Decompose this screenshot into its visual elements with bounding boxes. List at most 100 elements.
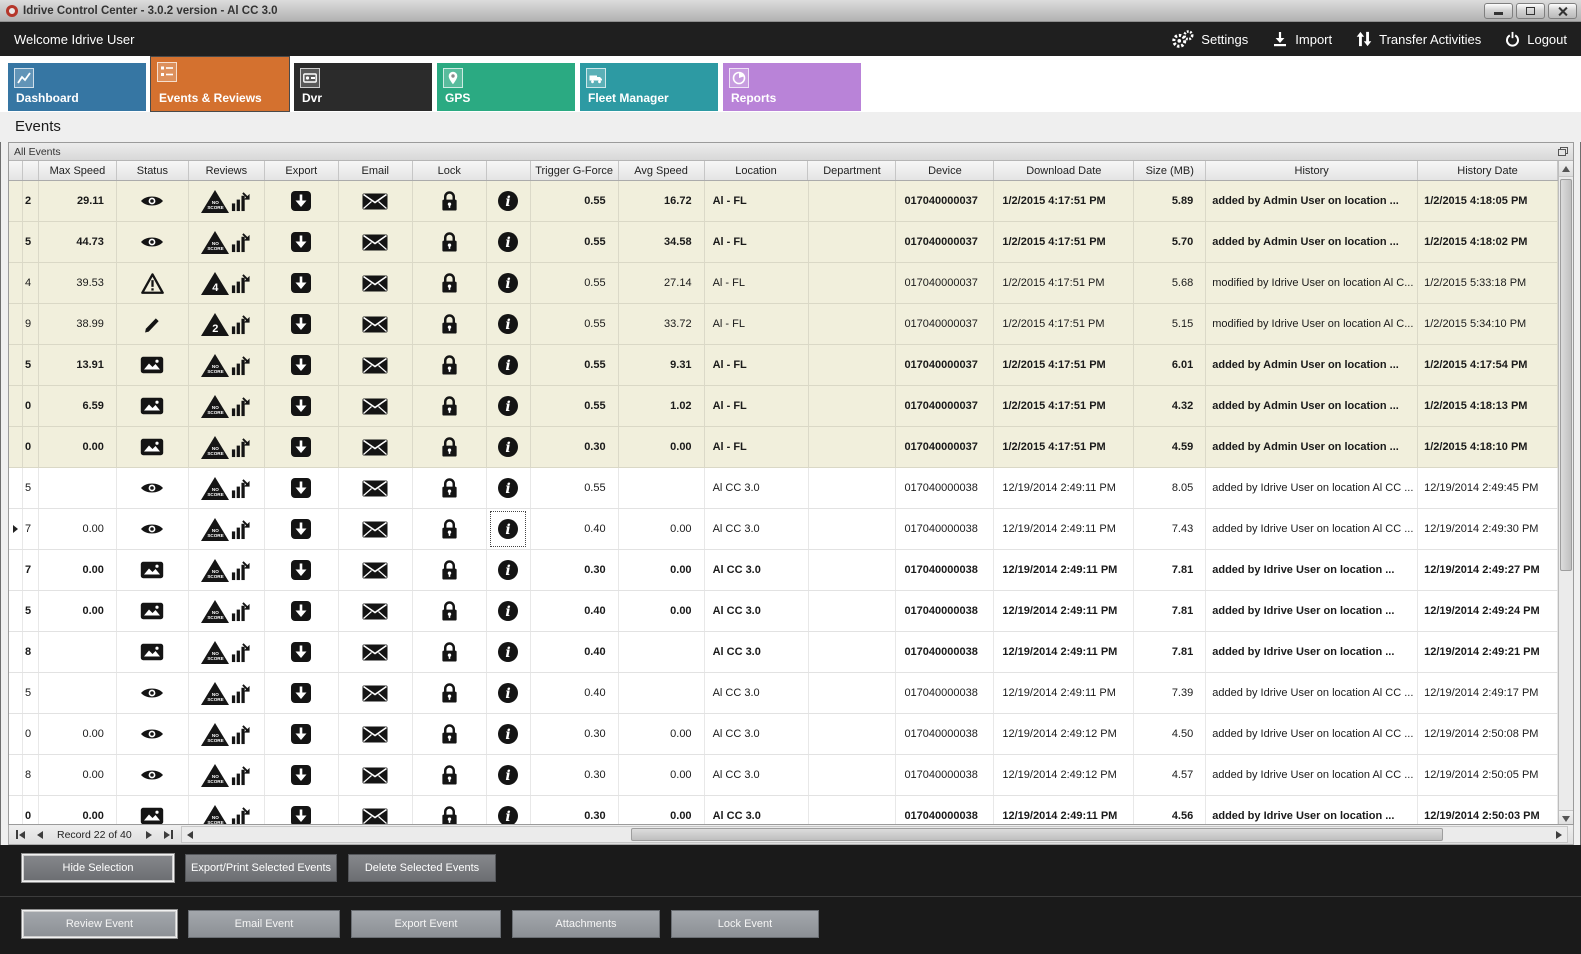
cell-lock[interactable] — [413, 673, 487, 713]
table-row[interactable]: 0 0.00 NO SCORE i 0.30 0.00 Al - FL — [9, 427, 1558, 468]
cell-status[interactable] — [117, 673, 189, 713]
column-header-lock[interactable]: Lock — [413, 161, 487, 180]
logout-button[interactable]: Logout — [1505, 31, 1567, 47]
cell-email[interactable] — [339, 222, 413, 262]
cell-reviews[interactable]: 2 — [189, 304, 265, 344]
column-header-max-speed[interactable]: Max Speed — [39, 161, 117, 180]
cell-reviews[interactable]: NO SCORE — [189, 345, 265, 385]
lock-event-button[interactable]: Lock Event — [671, 910, 819, 938]
settings-button[interactable]: Settings — [1170, 29, 1248, 49]
cell-lock[interactable] — [413, 632, 487, 672]
cell-status[interactable] — [117, 222, 189, 262]
cell-reviews[interactable]: NO SCORE — [189, 796, 265, 824]
column-header-department[interactable]: Department — [808, 161, 897, 180]
cell-status[interactable] — [117, 550, 189, 590]
cell-export[interactable] — [265, 509, 339, 549]
panel-restore-icon[interactable] — [1558, 147, 1568, 156]
tab-dvr[interactable]: Dvr — [294, 63, 432, 111]
cell-status[interactable] — [117, 714, 189, 754]
cell-status[interactable] — [117, 509, 189, 549]
cell-export[interactable] — [265, 386, 339, 426]
cell-email[interactable] — [339, 550, 413, 590]
review-event-button[interactable]: Review Event — [22, 910, 177, 938]
table-row[interactable]: 0 6.59 NO SCORE i 0.55 1.02 Al - FL — [9, 386, 1558, 427]
cell-lock[interactable] — [413, 222, 487, 262]
column-header-email[interactable]: Email — [339, 161, 413, 180]
cell-export[interactable] — [265, 181, 339, 221]
tab-fleet-manager[interactable]: Fleet Manager — [580, 63, 718, 111]
cell-info[interactable]: i — [487, 673, 531, 713]
cell-email[interactable] — [339, 796, 413, 824]
cell-lock[interactable] — [413, 714, 487, 754]
cell-reviews[interactable]: NO SCORE — [189, 181, 265, 221]
vertical-scroll-track[interactable] — [1559, 177, 1573, 810]
column-header-history[interactable]: History — [1206, 161, 1419, 180]
table-row[interactable]: 5 44.73 NO SCORE i 0.55 34.58 Al - FL — [9, 222, 1558, 263]
cell-reviews[interactable]: NO SCORE — [189, 755, 265, 795]
cell-info[interactable]: i — [487, 263, 531, 303]
cell-status[interactable] — [117, 304, 189, 344]
cell-info[interactable]: i — [487, 755, 531, 795]
table-row[interactable]: 8 NO SCORE i 0.40 Al CC 3.0 0 — [9, 632, 1558, 673]
cell-email[interactable] — [339, 345, 413, 385]
cell-info[interactable]: i — [487, 591, 531, 631]
cell-lock[interactable] — [413, 550, 487, 590]
import-button[interactable]: Import — [1272, 31, 1332, 47]
next-record-button[interactable] — [140, 827, 159, 843]
column-header-size-mb[interactable]: Size (MB) — [1134, 161, 1207, 180]
cell-export[interactable] — [265, 304, 339, 344]
scroll-right-button[interactable] — [1551, 827, 1567, 842]
close-button[interactable] — [1548, 2, 1577, 19]
cell-lock[interactable] — [413, 386, 487, 426]
column-header-device[interactable]: Device — [896, 161, 995, 180]
column-header-trigger-g-force[interactable]: Trigger G-Force — [531, 161, 619, 180]
cell-email[interactable] — [339, 386, 413, 426]
cell-export[interactable] — [265, 427, 339, 467]
cell-info[interactable]: i — [487, 632, 531, 672]
table-row[interactable]: 9 38.99 2 i 0.55 33.72 Al - FL — [9, 304, 1558, 345]
table-row[interactable]: 0 0.00 NO SCORE i 0.30 0.00 Al CC 3.0 — [9, 796, 1558, 824]
cell-export[interactable] — [265, 796, 339, 824]
cell-email[interactable] — [339, 304, 413, 344]
cell-status[interactable] — [117, 386, 189, 426]
cell-reviews[interactable]: NO SCORE — [189, 468, 265, 508]
cell-info[interactable]: i — [487, 181, 531, 221]
cell-lock[interactable] — [413, 181, 487, 221]
cell-email[interactable] — [339, 591, 413, 631]
cell-export[interactable] — [265, 755, 339, 795]
cell-status[interactable] — [117, 345, 189, 385]
tab-gps[interactable]: GPS — [437, 63, 575, 111]
scroll-down-button[interactable] — [1559, 810, 1573, 824]
cell-email[interactable] — [339, 181, 413, 221]
cell-info[interactable]: i — [487, 796, 531, 824]
cell-reviews[interactable]: NO SCORE — [189, 427, 265, 467]
horizontal-scroll-thumb[interactable] — [630, 828, 1443, 841]
cell-status[interactable] — [117, 263, 189, 303]
cell-status[interactable] — [117, 755, 189, 795]
cell-info[interactable]: i — [487, 386, 531, 426]
column-header-export[interactable]: Export — [265, 161, 339, 180]
cell-info[interactable]: i — [487, 468, 531, 508]
horizontal-scrollbar[interactable] — [180, 826, 1568, 843]
cell-info[interactable]: i — [487, 222, 531, 262]
vertical-scrollbar[interactable] — [1558, 161, 1573, 824]
tab-dashboard[interactable]: Dashboard — [8, 63, 146, 111]
column-header-avg-speed[interactable]: Avg Speed — [619, 161, 705, 180]
cell-reviews[interactable]: NO SCORE — [189, 714, 265, 754]
cell-lock[interactable] — [413, 509, 487, 549]
email-event-button[interactable]: Email Event — [188, 910, 340, 938]
column-header-download-date[interactable]: Download Date — [994, 161, 1135, 180]
table-row[interactable]: 8 0.00 NO SCORE i 0.30 0.00 Al CC 3.0 — [9, 755, 1558, 796]
cell-export[interactable] — [265, 550, 339, 590]
table-row[interactable]: 2 29.11 NO SCORE i 0.55 16.72 Al - FL — [9, 181, 1558, 222]
cell-export[interactable] — [265, 714, 339, 754]
cell-reviews[interactable]: NO SCORE — [189, 550, 265, 590]
first-record-button[interactable] — [11, 827, 30, 843]
scroll-up-button[interactable] — [1559, 161, 1573, 177]
cell-info[interactable]: i — [487, 304, 531, 344]
column-header-reviews[interactable]: Reviews — [189, 161, 265, 180]
maximize-button[interactable] — [1516, 2, 1545, 19]
table-row[interactable]: 4 39.53 4 i 0.55 27.14 Al - FL — [9, 263, 1558, 304]
cell-info[interactable]: i — [487, 714, 531, 754]
cell-lock[interactable] — [413, 345, 487, 385]
